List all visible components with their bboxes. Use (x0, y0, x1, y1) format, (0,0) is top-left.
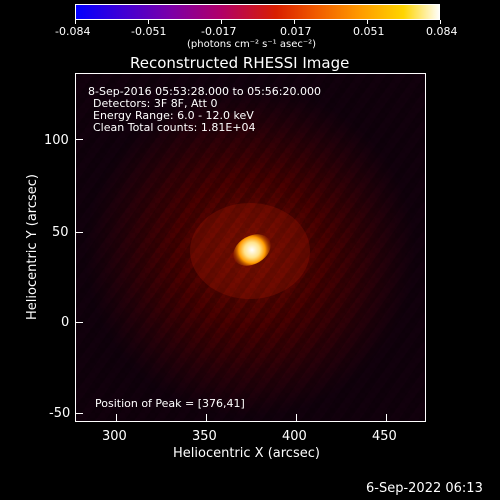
colorbar: -0.084 -0.051 -0.017 0.017 0.051 0.084 (… (0, 0, 500, 60)
x-tick-label: 450 (372, 429, 397, 444)
colorbar-tick-label: -0.017 (201, 25, 237, 38)
colorbar-tick-label: -0.051 (131, 25, 167, 38)
colorbar-unit-label: (photons cm⁻² s⁻¹ asec⁻²) (187, 39, 317, 50)
emission-peak (233, 234, 271, 266)
colorbar-frame (75, 4, 440, 20)
clean-total-counts: Clean Total counts: 1.81E+04 (93, 121, 256, 134)
x-tick-label: 300 (102, 429, 127, 444)
colorbar-tick-label: 0.051 (353, 25, 385, 38)
image-panel: 8-Sep-2016 05:53:28.000 to 05:56:20.000 … (75, 73, 426, 422)
energy-range: Energy Range: 6.0 - 12.0 keV (93, 109, 254, 122)
rhessi-map (75, 73, 426, 422)
colorbar-tick-label: 0.084 (426, 25, 458, 38)
x-tick-label: 350 (192, 429, 217, 444)
colorbar-tick-label: -0.084 (55, 25, 91, 38)
y-tick-label: 50 (52, 225, 69, 240)
y-tick-label: -50 (49, 406, 71, 421)
colorbar-gradient (75, 4, 440, 20)
colorbar-tick-label: 0.017 (280, 25, 312, 38)
y-tick-label: 100 (44, 133, 69, 148)
plot-frame (75, 73, 426, 422)
x-axis-label: Heliocentric X (arcsec) (173, 446, 320, 461)
x-tick-label: 400 (282, 429, 307, 444)
y-axis-label: Heliocentric Y (arcsec) (24, 174, 40, 320)
y-tick-label: 0 (61, 315, 70, 330)
detectors: Detectors: 3F 8F, Att 0 (93, 97, 218, 110)
plot-title: Reconstructed RHESSI Image (130, 54, 350, 72)
peak-position: Position of Peak = [376,41] (95, 397, 245, 410)
footer-timestamp: 6-Sep-2022 06:13 (366, 481, 483, 496)
observation-time: 8-Sep-2016 05:53:28.000 to 05:56:20.000 (88, 85, 321, 98)
